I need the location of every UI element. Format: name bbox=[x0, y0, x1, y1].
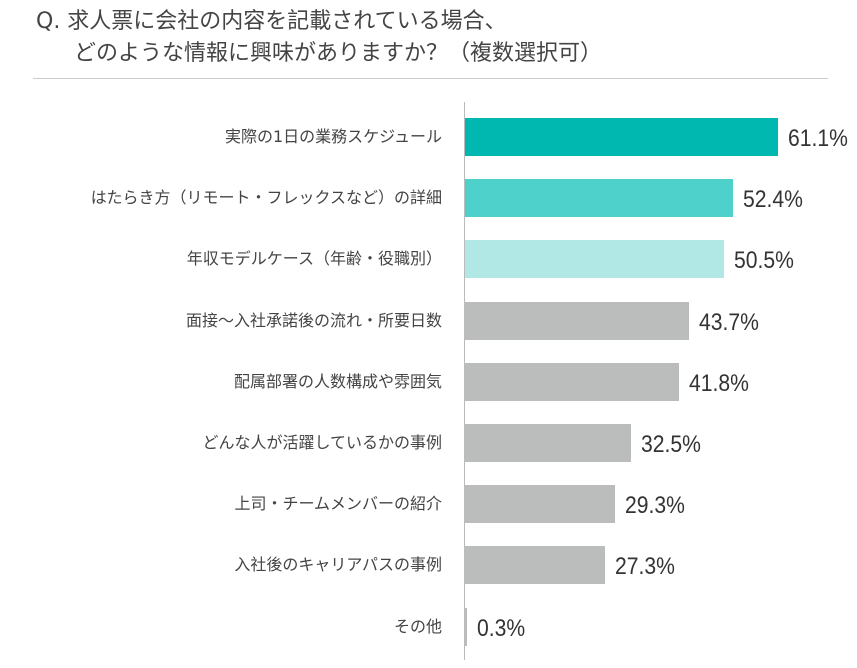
value-label: 43.7% bbox=[698, 308, 759, 336]
y-axis-line bbox=[464, 102, 465, 660]
value-label: 29.3% bbox=[625, 492, 685, 520]
value-label: 0.3% bbox=[476, 614, 525, 642]
title-line-1: Q. 求人票に会社の内容を記載されている場合、 bbox=[36, 9, 507, 34]
bar bbox=[465, 607, 467, 646]
bar bbox=[465, 179, 734, 218]
category-label: その他 bbox=[393, 616, 442, 636]
bar bbox=[465, 424, 632, 462]
value-label: 32.5% bbox=[641, 431, 702, 458]
value-label: 50.5% bbox=[733, 247, 794, 275]
value-label: 52.4% bbox=[743, 186, 804, 214]
category-label: 配属部署の人数構成や雰囲気 bbox=[233, 371, 442, 391]
value-label: 41.8% bbox=[689, 369, 749, 397]
chart-title: Q. 求人票に会社の内容を記載されている場合、 どのような情報に興味がありますか… bbox=[36, 6, 602, 70]
value-label: 61.1% bbox=[787, 125, 848, 152]
category-label: 入社後のキャリアパスの事例 bbox=[234, 555, 442, 575]
category-label: 面接～入社承諾後の流れ・所要日数 bbox=[185, 310, 442, 330]
category-label: 実際の1日の業務スケジュール bbox=[224, 127, 442, 146]
bar bbox=[465, 240, 724, 279]
value-label: 27.3% bbox=[614, 553, 675, 581]
bar bbox=[465, 301, 689, 340]
category-label: はたらき方（リモート・フレックスなど）の詳細 bbox=[90, 188, 442, 208]
bar bbox=[465, 546, 605, 585]
title-line-2: どのような情報に興味がありますか？（複数選択可） bbox=[74, 41, 603, 66]
category-label: 上司・チームメンバーの紹介 bbox=[234, 494, 442, 514]
bar bbox=[465, 485, 616, 524]
bar bbox=[465, 118, 778, 156]
category-label: どんな人が活躍しているかの事例 bbox=[202, 433, 442, 452]
bar bbox=[465, 362, 680, 401]
category-label: 年収モデルケース（年齢・役職別） bbox=[186, 249, 442, 269]
title-divider bbox=[33, 78, 828, 79]
